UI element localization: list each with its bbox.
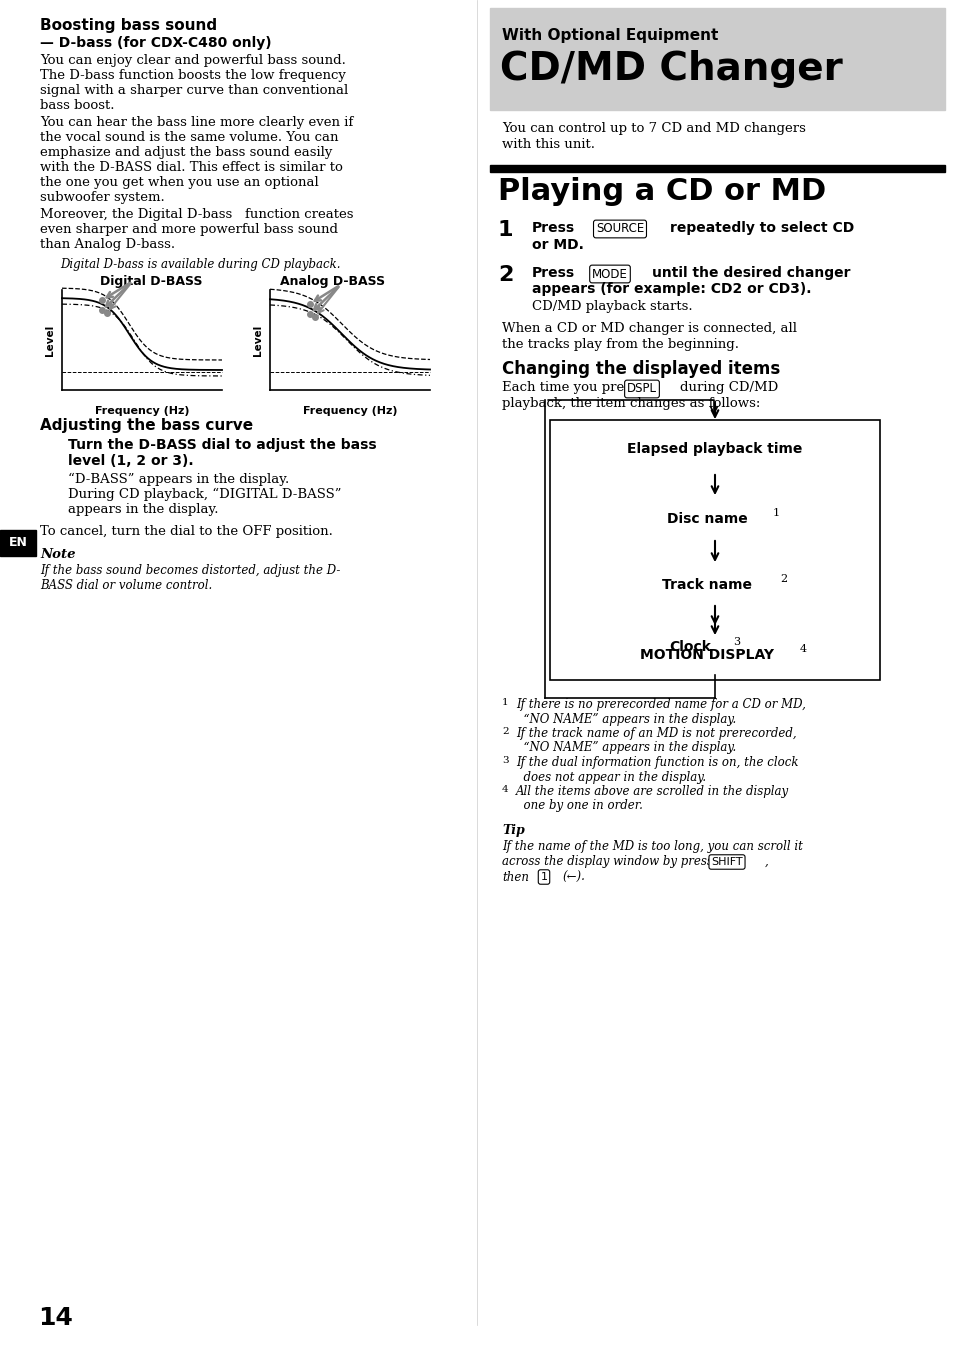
Text: appears (for example: CD2 or CD3).: appears (for example: CD2 or CD3). [532, 282, 811, 295]
Bar [550, 420, 879, 680]
Text: bass boost.: bass boost. [40, 99, 114, 112]
Text: 4: 4 [800, 644, 806, 654]
Text: CD/MD playback starts.: CD/MD playback starts. [532, 299, 692, 313]
Text: Level: Level [253, 324, 263, 355]
Text: Playing a CD or MD: Playing a CD or MD [497, 178, 825, 206]
Text: BASS dial or volume control.: BASS dial or volume control. [40, 579, 212, 592]
Text: Elapsed playback time: Elapsed playback time [627, 442, 801, 457]
Text: the one you get when you use an optional: the one you get when you use an optional [40, 176, 318, 188]
Text: Analog D-BASS: Analog D-BASS [280, 275, 385, 289]
Bar [0, 530, 36, 556]
Text: the tracks play from the beginning.: the tracks play from the beginning. [501, 337, 739, 351]
Text: “NO NAME” appears in the display.: “NO NAME” appears in the display. [516, 713, 736, 725]
Text: Tip: Tip [501, 824, 524, 837]
Text: 1: 1 [501, 698, 508, 707]
Text: 2: 2 [780, 575, 786, 584]
Text: Level: Level [45, 324, 55, 355]
Text: Digital D-bass is available during CD playback.: Digital D-bass is available during CD pl… [60, 257, 340, 271]
Text: Frequency (Hz): Frequency (Hz) [302, 406, 396, 416]
Text: When a CD or MD changer is connected, all: When a CD or MD changer is connected, al… [501, 322, 796, 335]
Text: with the D-BASS dial. This effect is similar to: with the D-BASS dial. This effect is sim… [40, 161, 342, 173]
Text: MODE: MODE [592, 267, 627, 280]
Text: Frequency (Hz): Frequency (Hz) [94, 406, 189, 416]
Text: If there is no prerecorded name for a CD or MD,: If there is no prerecorded name for a CD… [516, 698, 805, 711]
Text: Digital D-BASS: Digital D-BASS [100, 275, 202, 289]
Text: If the dual information function is on, the clock: If the dual information function is on, … [516, 756, 798, 770]
Text: You can control up to 7 CD and MD changers: You can control up to 7 CD and MD change… [501, 122, 805, 136]
Text: does not appear in the display.: does not appear in the display. [516, 771, 705, 783]
Text: than Analog D-bass.: than Analog D-bass. [40, 238, 175, 251]
Text: (←).: (←). [561, 871, 584, 883]
Text: — D-bass (for CDX-C480 only): — D-bass (for CDX-C480 only) [40, 37, 272, 50]
Text: 14: 14 [38, 1306, 72, 1331]
Text: Changing the displayed items: Changing the displayed items [501, 360, 780, 378]
Text: Clock: Clock [668, 640, 710, 654]
Text: EN: EN [9, 537, 28, 550]
Text: repeatedly to select CD: repeatedly to select CD [669, 221, 853, 234]
Text: then: then [501, 871, 529, 883]
Text: 2: 2 [497, 266, 513, 285]
Text: level (1, 2 or 3).: level (1, 2 or 3). [68, 454, 193, 467]
Text: the vocal sound is the same volume. You can: the vocal sound is the same volume. You … [40, 131, 338, 144]
Text: Boosting bass sound: Boosting bass sound [40, 18, 217, 33]
Text: MOTION DISPLAY: MOTION DISPLAY [639, 648, 773, 663]
Text: Each time you press: Each time you press [501, 381, 638, 394]
Text: subwoofer system.: subwoofer system. [40, 191, 165, 205]
Text: ,: , [764, 855, 768, 869]
Text: Track name: Track name [661, 579, 751, 592]
Text: one by one in order.: one by one in order. [516, 799, 642, 813]
Text: Note: Note [40, 547, 75, 561]
Text: with this unit.: with this unit. [501, 138, 595, 150]
Text: 1: 1 [540, 873, 547, 882]
Text: All the items above are scrolled in the display: All the items above are scrolled in the … [516, 785, 788, 798]
Text: CD/MD Changer: CD/MD Changer [499, 50, 841, 88]
Text: signal with a sharper curve than conventional: signal with a sharper curve than convent… [40, 84, 348, 98]
Text: If the name of the MD is too long, you can scroll it: If the name of the MD is too long, you c… [501, 840, 802, 854]
Text: appears in the display.: appears in the display. [68, 503, 218, 516]
Text: Moreover, the Digital D-bass   function creates: Moreover, the Digital D-bass function cr… [40, 209, 354, 221]
Text: Adjusting the bass curve: Adjusting the bass curve [40, 417, 253, 434]
Text: With Optional Equipment: With Optional Equipment [501, 28, 718, 43]
Text: during CD/MD: during CD/MD [679, 381, 778, 394]
Text: Press: Press [532, 266, 575, 280]
Text: You can hear the bass line more clearly even if: You can hear the bass line more clearly … [40, 117, 353, 129]
Text: even sharper and more powerful bass sound: even sharper and more powerful bass soun… [40, 224, 337, 236]
Text: DSPL: DSPL [626, 382, 657, 396]
Text: playback, the item changes as follows:: playback, the item changes as follows: [501, 397, 760, 411]
Text: “D-BASS” appears in the display.: “D-BASS” appears in the display. [68, 473, 289, 486]
Text: You can enjoy clear and powerful bass sound.: You can enjoy clear and powerful bass so… [40, 54, 346, 66]
Text: across the display window by pressing: across the display window by pressing [501, 855, 731, 869]
Bar [490, 8, 944, 110]
Text: SHIFT: SHIFT [710, 856, 742, 867]
Text: 3: 3 [501, 756, 508, 766]
Text: 3: 3 [732, 637, 740, 646]
Text: Disc name: Disc name [666, 512, 746, 526]
Text: 1: 1 [772, 508, 780, 518]
Text: “NO NAME” appears in the display.: “NO NAME” appears in the display. [516, 741, 736, 755]
Bar [490, 165, 944, 172]
Text: emphasize and adjust the bass sound easily: emphasize and adjust the bass sound easi… [40, 146, 332, 159]
Text: SOURCE: SOURCE [596, 222, 643, 236]
Text: To cancel, turn the dial to the OFF position.: To cancel, turn the dial to the OFF posi… [40, 524, 333, 538]
Text: Turn the D-BASS dial to adjust the bass: Turn the D-BASS dial to adjust the bass [68, 438, 376, 453]
Text: 2: 2 [501, 728, 508, 736]
Text: If the track name of an MD is not prerecorded,: If the track name of an MD is not prerec… [516, 728, 796, 740]
Text: until the desired changer: until the desired changer [651, 266, 850, 280]
Text: 4: 4 [501, 785, 508, 794]
Text: Press: Press [532, 221, 575, 234]
Text: The D-bass function boosts the low frequency: The D-bass function boosts the low frequ… [40, 69, 346, 83]
Text: 1: 1 [497, 220, 513, 240]
Text: During CD playback, “DIGITAL D-BASS”: During CD playback, “DIGITAL D-BASS” [68, 488, 341, 501]
Text: or MD.: or MD. [532, 238, 583, 252]
Text: If the bass sound becomes distorted, adjust the D-: If the bass sound becomes distorted, adj… [40, 564, 340, 577]
